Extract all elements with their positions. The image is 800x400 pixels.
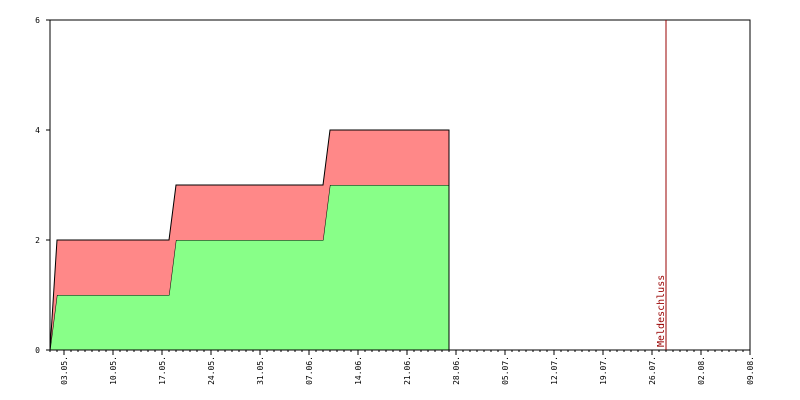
x-tick-label: 24.05. <box>207 356 216 385</box>
y-tick-label: 6 <box>35 16 40 25</box>
x-tick-label: 21.06. <box>403 356 412 385</box>
y-tick-label: 4 <box>35 126 40 135</box>
x-tick-label: 02.08. <box>697 356 706 385</box>
deadline-label: Meldeschluss <box>656 275 667 347</box>
x-tick-label: 19.07. <box>599 356 608 385</box>
x-tick-label: 17.05. <box>158 356 167 385</box>
y-tick-label: 0 <box>35 346 40 355</box>
area <box>50 130 449 350</box>
x-tick-label: 10.05. <box>109 356 118 385</box>
x-tick-label: 09.08. <box>746 356 755 385</box>
x-tick-label: 03.05. <box>60 356 69 385</box>
x-tick-label: 26.07. <box>648 356 657 385</box>
x-tick-label: 05.07. <box>501 356 510 385</box>
area-edge <box>49 129 450 351</box>
area <box>50 185 449 350</box>
x-tick-label: 14.06. <box>354 356 363 385</box>
x-tick-label: 07.06. <box>305 356 314 385</box>
y-tick-label: 2 <box>35 236 40 245</box>
x-tick-label: 31.05. <box>256 356 265 385</box>
x-tick-label: 28.06. <box>452 356 461 385</box>
x-tick-label: 12.07. <box>550 356 559 385</box>
